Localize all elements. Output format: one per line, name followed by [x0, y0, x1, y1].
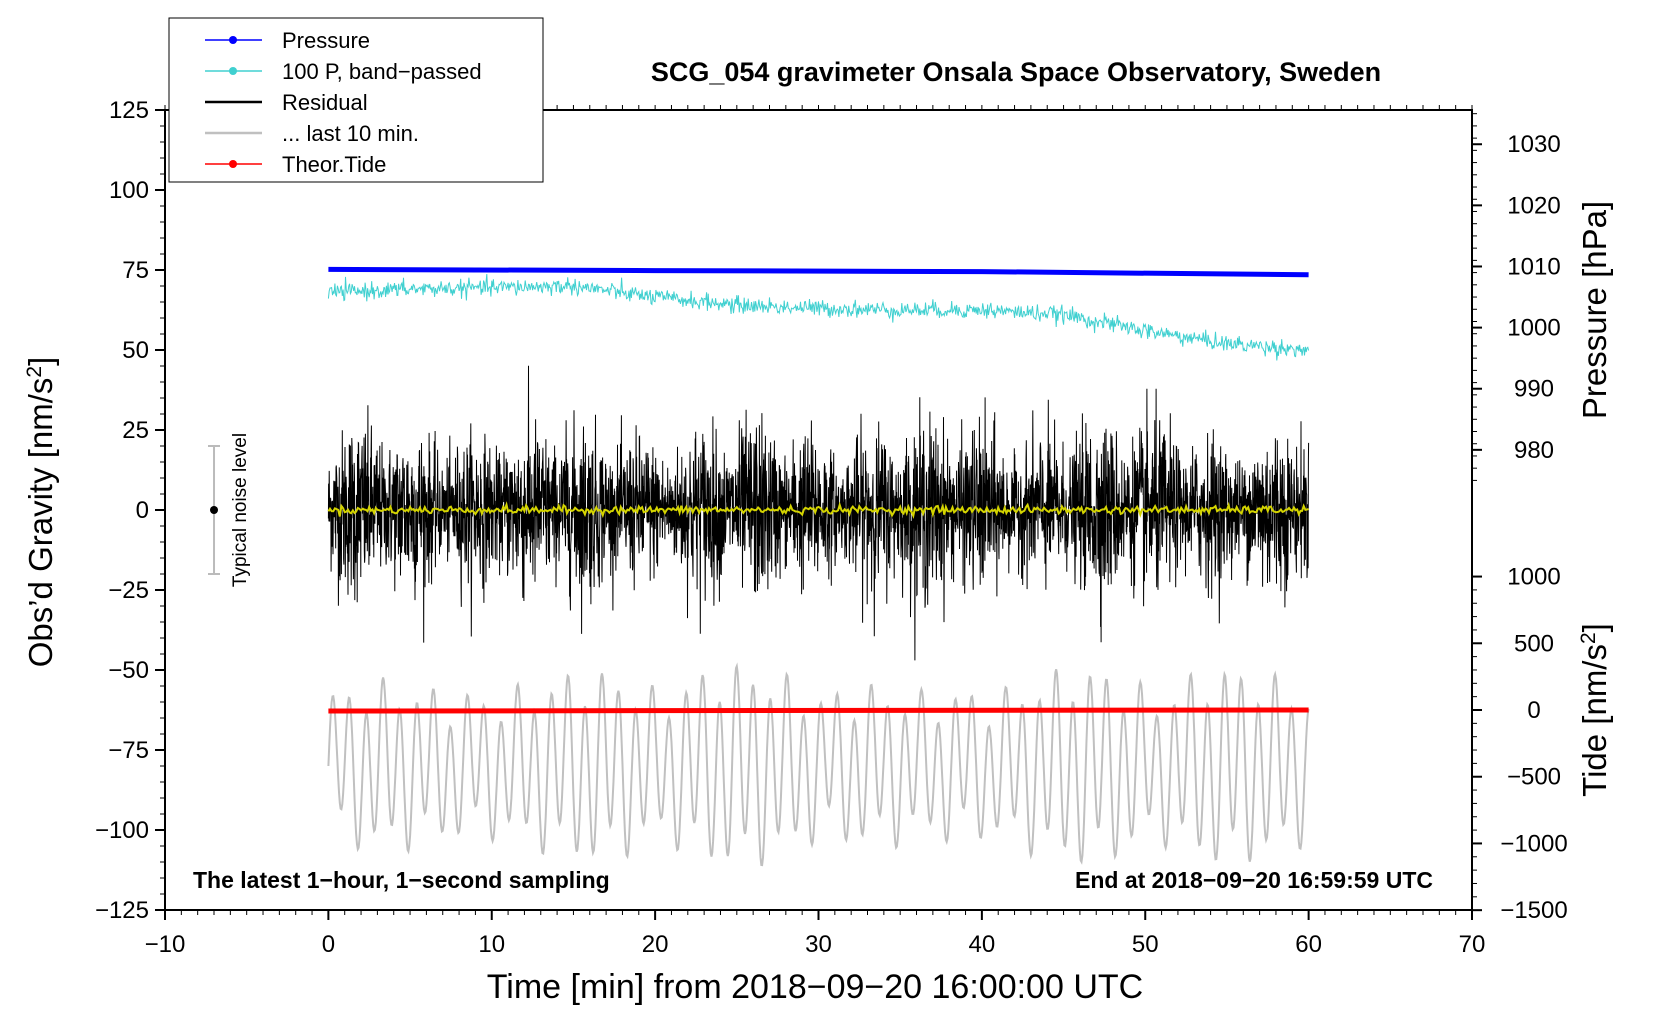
- legend-box: [168, 17, 544, 183]
- legend-label: 100 P, band−passed: [282, 59, 482, 84]
- legend-marker: [229, 36, 237, 44]
- legend-label: ... last 10 min.: [282, 121, 419, 146]
- tide-tick-label: 500: [1514, 630, 1554, 657]
- tide-tick-label: 1000: [1507, 564, 1560, 591]
- x-tick-label: 40: [969, 931, 996, 958]
- tide-tick-label: −500: [1507, 764, 1561, 791]
- series-pressure-bandpassed: [327, 273, 1310, 361]
- y-tick-label: 125: [109, 97, 149, 124]
- y-tick-label: −50: [108, 657, 149, 684]
- noise-center-dot: [210, 506, 219, 514]
- y-tick-label: 100: [109, 177, 149, 204]
- y-tick-label: 75: [122, 257, 149, 284]
- series-residual-smoothed: [327, 501, 1310, 520]
- chart-title: SCG_054 gravimeter Onsala Space Observat…: [651, 57, 1381, 87]
- pressure-tick-label: 1010: [1507, 253, 1560, 280]
- pressure-tick-label: 1020: [1507, 192, 1560, 219]
- x-tick-label: 60: [1295, 931, 1322, 958]
- series-last-10-min: [327, 662, 1310, 867]
- x-tick-label: 20: [642, 931, 669, 958]
- x-tick-label: 30: [805, 931, 832, 958]
- y-axis-label-pressure: Pressure [hPa]: [1576, 201, 1613, 419]
- series-layer: [327, 266, 1310, 867]
- pressure-tick-label: 990: [1514, 376, 1554, 403]
- pressure-tick-label: 1030: [1507, 131, 1560, 158]
- x-axis-label: Time [min] from 2018−09−20 16:00:00 UTC: [487, 968, 1143, 1006]
- annotation-end-time: End at 2018−09−20 16:59:59 UTC: [1075, 867, 1433, 893]
- tide-tick-label: 0: [1527, 697, 1540, 724]
- legend: Pressure 100 P, band−passed Residual ... la…: [168, 17, 544, 183]
- x-tick-label: 10: [478, 931, 505, 958]
- noise-indicator: Typical noise level: [208, 433, 251, 587]
- y-tick-label: 0: [136, 497, 149, 524]
- y-tick-label: −75: [108, 737, 149, 764]
- x-tick-label: 70: [1459, 931, 1486, 958]
- y-axis-label-gravity: Obs’d Gravity [nm/s2]: [22, 357, 59, 668]
- y-tick-label: −100: [95, 817, 149, 844]
- tide-tick-label: −1000: [1500, 830, 1567, 857]
- y-tick-label: −125: [95, 897, 149, 924]
- legend-label: Theor.Tide: [282, 152, 386, 177]
- legend-marker: [229, 160, 237, 168]
- y-tick-label: −25: [108, 577, 149, 604]
- y-tick-label: 25: [122, 417, 149, 444]
- x-tick-label: −10: [145, 931, 186, 958]
- x-tick-label: 50: [1132, 931, 1159, 958]
- x-tick-label: 0: [322, 931, 335, 958]
- series-pressure: [328, 266, 1309, 278]
- ticks-layer: −10 0 10 20 30 40 50 60 70−125−100−75−50−2502550…: [95, 97, 1568, 958]
- y-tick-label: 50: [122, 337, 149, 364]
- series-residual: [327, 365, 1310, 661]
- series-theoretical-tide: [328, 707, 1309, 714]
- pressure-tick-label: 1000: [1507, 315, 1560, 342]
- noise-level-label: Typical noise level: [230, 433, 251, 587]
- tide-tick-label: −1500: [1500, 897, 1567, 924]
- legend-marker: [229, 67, 237, 75]
- y-axis-label-tide: Tide [nm/s2]: [1576, 623, 1613, 797]
- legend-label: Residual: [282, 90, 368, 115]
- annotation-sampling: The latest 1−hour, 1−second sampling: [193, 867, 610, 893]
- pressure-tick-label: 980: [1514, 437, 1554, 464]
- legend-label: Pressure: [282, 28, 370, 53]
